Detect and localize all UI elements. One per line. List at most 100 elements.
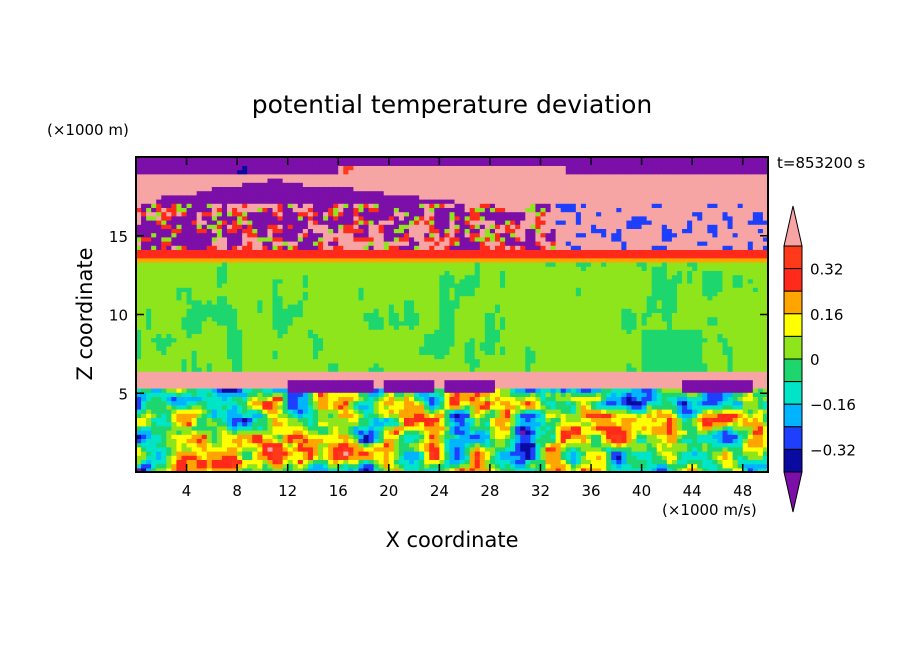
contour-cell: [206, 354, 213, 360]
contour-cell: [338, 341, 344, 347]
contour-cell: [156, 396, 162, 402]
contour-cell: [318, 178, 324, 183]
contour-cell: [136, 236, 142, 242]
contour-cell: [196, 295, 203, 301]
contour-cell: [171, 329, 178, 334]
contour-cell: [287, 186, 294, 192]
contour-cell: [409, 232, 415, 238]
contour-cell: [378, 182, 385, 187]
contour-cell: [434, 379, 440, 385]
contour-cell: [307, 354, 314, 360]
contour-cell: [348, 396, 355, 402]
contour-cell: [176, 157, 183, 162]
contour-cell: [141, 371, 147, 376]
contour-cell: [141, 278, 147, 284]
contour-cell: [262, 446, 269, 452]
contour-cell: [328, 194, 334, 200]
contour-cell: [262, 312, 269, 318]
contour-cell: [398, 392, 405, 397]
contour-cell: [323, 467, 329, 472]
contour-cell: [373, 161, 380, 166]
contour-cell: [247, 434, 253, 439]
contour-cell: [393, 194, 400, 200]
contour-cell: [297, 312, 304, 318]
contour-cell: [156, 455, 162, 460]
contour-cell: [216, 157, 223, 162]
contour-cell: [338, 157, 344, 162]
contour-cell: [444, 207, 451, 213]
contour-cell: [409, 446, 415, 452]
contour-cell: [136, 358, 142, 364]
contour-cell: [141, 236, 147, 242]
contour-cell: [267, 220, 274, 225]
contour-cell: [136, 379, 142, 385]
contour-cell: [378, 161, 385, 166]
contour-cell: [191, 215, 198, 221]
contour-cell: [353, 451, 360, 456]
contour-cell: [196, 341, 203, 347]
contour-cell: [323, 383, 329, 389]
contour-cell: [353, 442, 360, 448]
contour-cell: [206, 249, 213, 255]
contour-cell: [424, 367, 430, 372]
contour-cell: [232, 459, 238, 465]
contour-cell: [227, 308, 233, 313]
contour-cell: [409, 392, 415, 397]
contour-cell: [136, 354, 142, 360]
contour-cell: [161, 375, 167, 381]
contour-cell: [262, 249, 269, 255]
contour-cell: [227, 451, 233, 456]
contour-cell: [221, 467, 228, 472]
contour-cell: [419, 211, 425, 217]
contour-cell: [272, 215, 279, 221]
contour-cell: [292, 283, 299, 288]
contour-cell: [378, 178, 385, 183]
contour-cell: [439, 316, 446, 322]
contour-cell: [409, 274, 415, 280]
contour-cell: [161, 417, 167, 423]
contour-cell: [297, 278, 304, 284]
contour-cell: [267, 224, 274, 229]
contour-cell: [171, 413, 178, 418]
contour-cell: [216, 442, 223, 448]
contour-cell: [373, 354, 380, 360]
contour-cell: [312, 354, 319, 360]
contour-cell: [257, 329, 263, 334]
contour-cell: [242, 446, 248, 452]
contour-cell: [312, 467, 319, 472]
contour-cell: [156, 325, 162, 330]
contour-cell: [161, 199, 167, 204]
contour-cell: [454, 430, 461, 435]
contour-cell: [328, 367, 334, 372]
contour-cell: [398, 467, 405, 472]
contour-cell: [338, 467, 344, 472]
contour-cell: [277, 430, 284, 435]
contour-cell: [141, 346, 147, 351]
contour-cell: [409, 190, 415, 196]
contour-cell: [368, 274, 375, 280]
contour-cell: [262, 358, 269, 364]
contour-cell: [176, 438, 183, 444]
contour-cell: [141, 270, 147, 276]
contour-cell: [232, 438, 238, 444]
contour-cell: [166, 455, 172, 460]
contour-cell: [242, 278, 248, 284]
contour-cell: [353, 425, 360, 431]
contour-cell: [353, 413, 360, 418]
contour-cell: [353, 232, 360, 238]
contour-cell: [338, 211, 344, 217]
contour-cell: [181, 232, 188, 238]
contour-cell: [191, 203, 198, 208]
contour-cell: [136, 413, 142, 418]
contour-cell: [403, 245, 410, 250]
contour-cell: [216, 220, 223, 225]
contour-cell: [393, 346, 400, 351]
contour-cell: [146, 220, 152, 225]
contour-cell: [186, 354, 193, 360]
contour-cell: [449, 257, 456, 263]
contour-cell: [409, 451, 415, 456]
contour-cell: [343, 346, 349, 351]
contour-cell: [262, 169, 269, 175]
contour-cell: [216, 329, 223, 334]
contour-cell: [156, 367, 162, 372]
